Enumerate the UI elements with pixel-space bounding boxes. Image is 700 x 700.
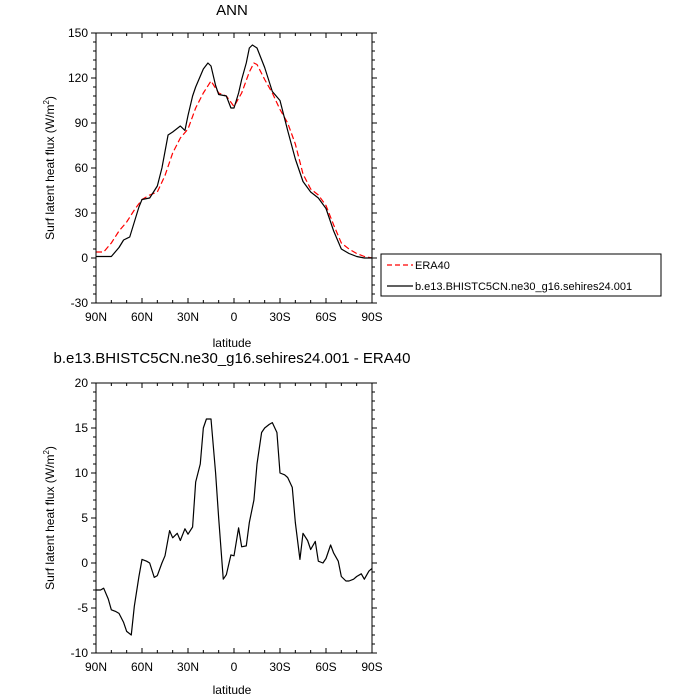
bottom-panel-title: b.e13.BHISTC5CN.ne30_g16.sehires24.001 -… bbox=[54, 350, 411, 367]
top-panel-y-tick-label: 90 bbox=[75, 116, 89, 130]
top-panel-x-tick-label: 30N bbox=[177, 310, 199, 324]
bottom-panel-y-tick-label: -5 bbox=[77, 601, 88, 615]
top-panel-y-tick-label: 0 bbox=[81, 251, 88, 265]
top-panel-x-tick-label: 30S bbox=[269, 310, 290, 324]
top-panel-x-tick-label: 90N bbox=[85, 310, 107, 324]
top-panel-title: ANN bbox=[216, 2, 248, 19]
top-panel-y-axis-label: Surf latent heat flux (W/m2) bbox=[42, 96, 57, 240]
top-panel-axes: 90N 60N 30N 0 30S 60S 90S -30 0 30 60 90 120 150 bbox=[68, 26, 383, 324]
top-panel-y-tick-label: 120 bbox=[68, 71, 88, 85]
bottom-panel-x-tick-label: 30S bbox=[269, 660, 290, 674]
top-panel-y-axis-label-end: ) bbox=[43, 96, 57, 100]
bottom-panel-x-tick-label: 90S bbox=[361, 660, 382, 674]
top-panel-y-tick-label: -30 bbox=[71, 296, 89, 310]
top-panel-series-line-0 bbox=[96, 62, 373, 259]
bottom-panel-y-tick-label: 0 bbox=[81, 556, 88, 570]
top-panel-x-tick-label: 60S bbox=[315, 310, 336, 324]
top-panel-x-tick-label: 0 bbox=[231, 310, 238, 324]
top-panel: ANN 90N 60N 30N 0 30S 60S 90S-300306090120150 … bbox=[42, 2, 662, 350]
top-panel-series-line-1 bbox=[96, 44, 372, 259]
legend-box bbox=[380, 253, 662, 297]
top-panel-y-tick-label: 30 bbox=[75, 206, 89, 220]
bottom-panel-y-tick-label: 15 bbox=[75, 421, 89, 435]
top-panel-series bbox=[96, 44, 373, 259]
top-panel-x-axis-label: latitude bbox=[213, 336, 252, 350]
legend-model-label: b.e13.BHISTC5CN.ne30_g16.sehires24.001 bbox=[415, 281, 632, 293]
bottom-panel-y-tick-label: 20 bbox=[75, 376, 89, 390]
top-panel-y-tick-label: 60 bbox=[75, 161, 89, 175]
bottom-panel-y-axis-label-sup: 2 bbox=[42, 450, 51, 455]
bottom-panel-y-axis-label-end: ) bbox=[43, 446, 57, 450]
top-panel-y-axis-label-main: Surf latent heat flux (W/m bbox=[43, 105, 57, 240]
bottom-panel-frame bbox=[95, 382, 373, 654]
bottom-panel-y-tick-label: -10 bbox=[71, 646, 89, 660]
top-panel-x-tick-label: 60N bbox=[131, 310, 153, 324]
bottom-panel-y-tick-label: 10 bbox=[75, 466, 89, 480]
bottom-panel-axes: 90N 60N 30N 0 30S 60S 90S -10 -5 0 5 10 15 20 bbox=[71, 376, 383, 674]
bottom-panel-y-tick-label: 5 bbox=[81, 511, 88, 525]
bottom-panel-x-tick-label: 90N bbox=[85, 660, 107, 674]
bottom-panel-x-tick-label: 30N bbox=[177, 660, 199, 674]
bottom-panel-x-tick-label: 60N bbox=[131, 660, 153, 674]
top-panel-y-axis-label-sup: 2 bbox=[42, 100, 51, 105]
bottom-panel-y-axis-label-main: Surf latent heat flux (W/m bbox=[43, 455, 57, 590]
bottom-panel-x-tick-label: 60S bbox=[315, 660, 336, 674]
bottom-panel-series-line-0 bbox=[96, 418, 373, 636]
bottom-panel-x-axis-label: latitude bbox=[213, 683, 252, 697]
top-panel-frame bbox=[95, 32, 373, 304]
top-panel-legend: ERA40 b.e13.BHISTC5CN.ne30_g16.sehires24… bbox=[380, 253, 662, 297]
bottom-panel-y-axis-label: Surf latent heat flux (W/m2) bbox=[42, 446, 57, 590]
bottom-panel: b.e13.BHISTC5CN.ne30_g16.sehires24.001 -… bbox=[42, 350, 410, 697]
bottom-panel-x-tick-label: 0 bbox=[231, 660, 238, 674]
top-panel-y-tick-label: 150 bbox=[68, 26, 88, 40]
top-panel-x-tick-label: 90S bbox=[361, 310, 382, 324]
bottom-panel-series bbox=[96, 418, 373, 636]
legend-era40-label: ERA40 bbox=[415, 260, 450, 272]
